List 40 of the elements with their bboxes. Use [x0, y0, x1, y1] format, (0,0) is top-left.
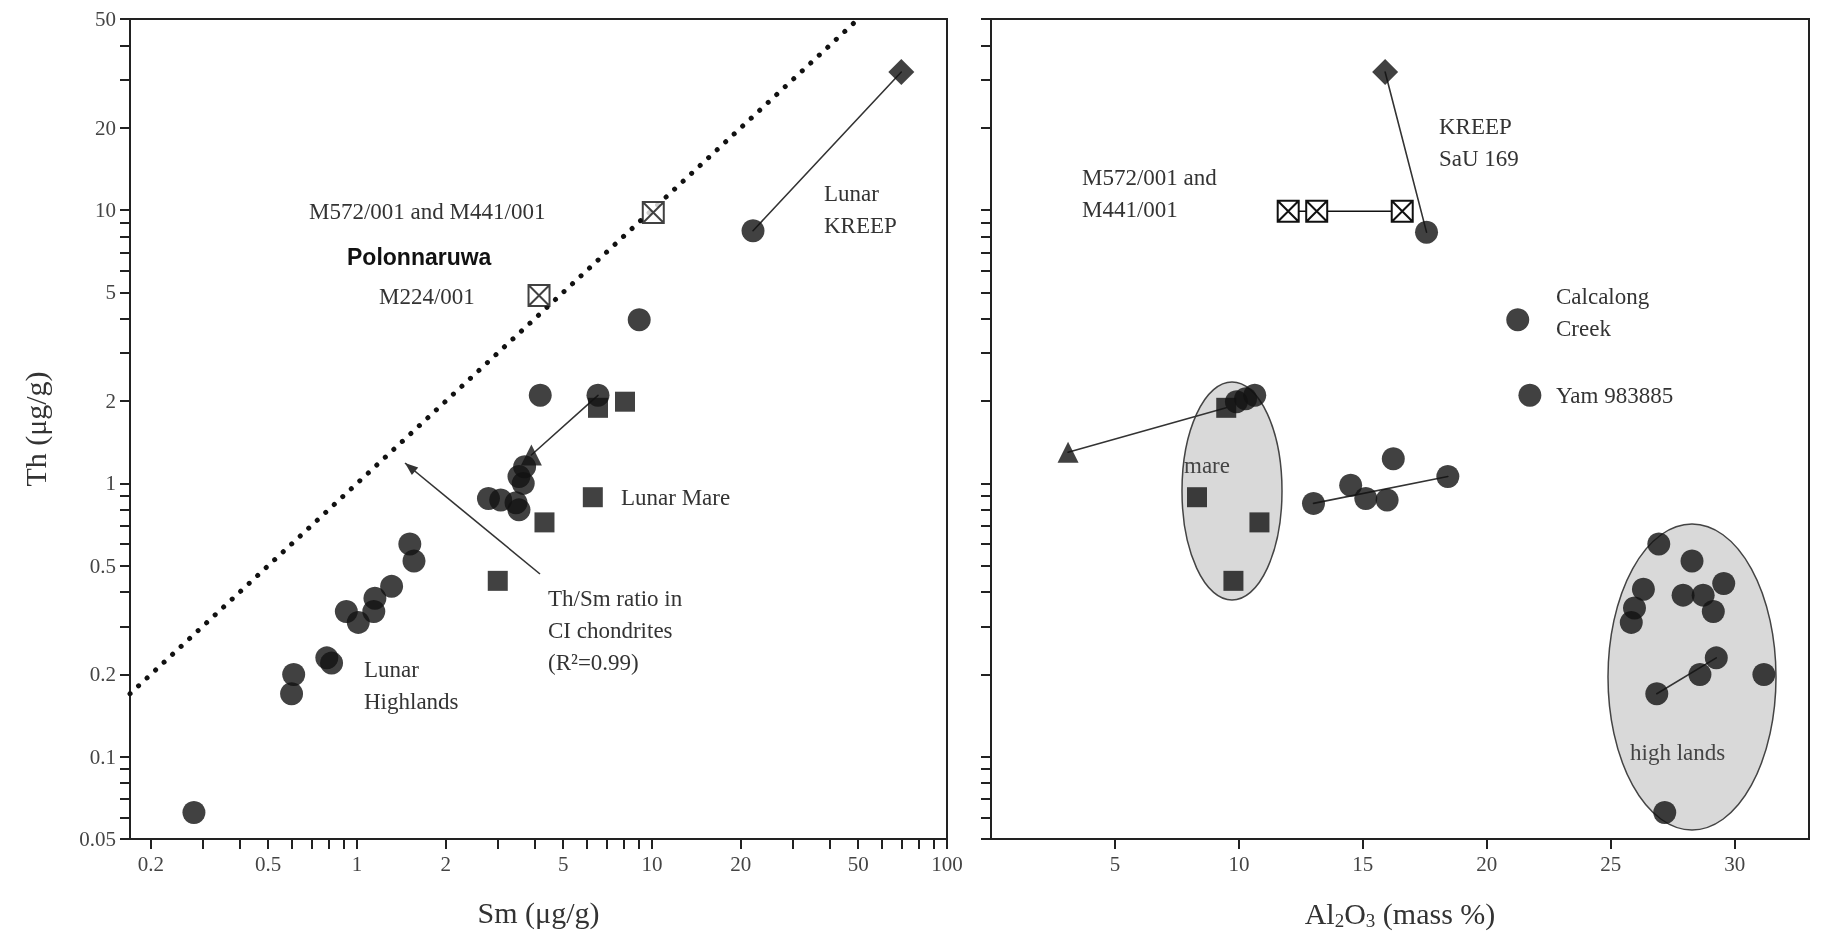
x-tick-label: 10: [641, 851, 663, 876]
annotation: M572/001 and M441/001: [309, 198, 546, 224]
x-tick-label: 5: [557, 851, 569, 876]
text: Polonnaruwa: [347, 243, 492, 270]
y-tick-label: 2: [105, 389, 116, 414]
annotation: M224/001: [379, 283, 475, 309]
x-tick-label: 15: [1352, 851, 1374, 876]
y-tick-label: 10: [95, 198, 116, 223]
annotation: mare: [1184, 452, 1230, 478]
annotation: Lunar Highlands: [364, 656, 459, 714]
y-tick-label: 0.1: [89, 744, 116, 769]
x-tick-label: 5: [1109, 851, 1121, 876]
annotation: high lands: [1630, 739, 1726, 765]
y-tick-label: 50: [95, 7, 116, 31]
x-tick-label: 30: [1724, 851, 1746, 876]
y-tick-label: 1: [105, 471, 116, 496]
x-tick-label: 50: [847, 851, 869, 876]
x-tick-label: 10: [1228, 851, 1250, 876]
annotation: M572/001 and M441/001: [1082, 164, 1218, 222]
annotation: KREEP SaU 169: [1439, 113, 1519, 171]
annotation: Calcalong Creek: [1556, 283, 1650, 341]
annotation: Yam 983885: [1556, 382, 1674, 408]
y-tick-label: 5: [105, 280, 116, 305]
annotation: Lunar Mare: [621, 484, 731, 510]
x-tick-label: 25: [1600, 851, 1622, 876]
y-tick-label: 20: [95, 115, 116, 140]
annotation: Th/Sm ratio in CI chondrites (R²=0.99): [548, 585, 683, 675]
x-tick-label: 20: [730, 851, 752, 876]
x-tick-label: 1: [351, 851, 363, 876]
y-tick-label: 0.2: [89, 662, 116, 687]
x-tick-label: 100: [931, 851, 963, 876]
x-tick-label: 0.5: [255, 851, 282, 876]
y-tick-label: 0.05: [79, 827, 116, 851]
y-axis-title: Th (μg/g): [18, 371, 53, 487]
y-tick-label: 0.5: [89, 553, 116, 578]
annotation: Lunar KREEP: [824, 180, 897, 238]
x-tick-label: 0.2: [137, 851, 164, 876]
x-axis-title: Sm (μg/g): [477, 895, 600, 930]
x-tick-label: 2: [440, 851, 452, 876]
x-tick-label: 20: [1476, 851, 1498, 876]
